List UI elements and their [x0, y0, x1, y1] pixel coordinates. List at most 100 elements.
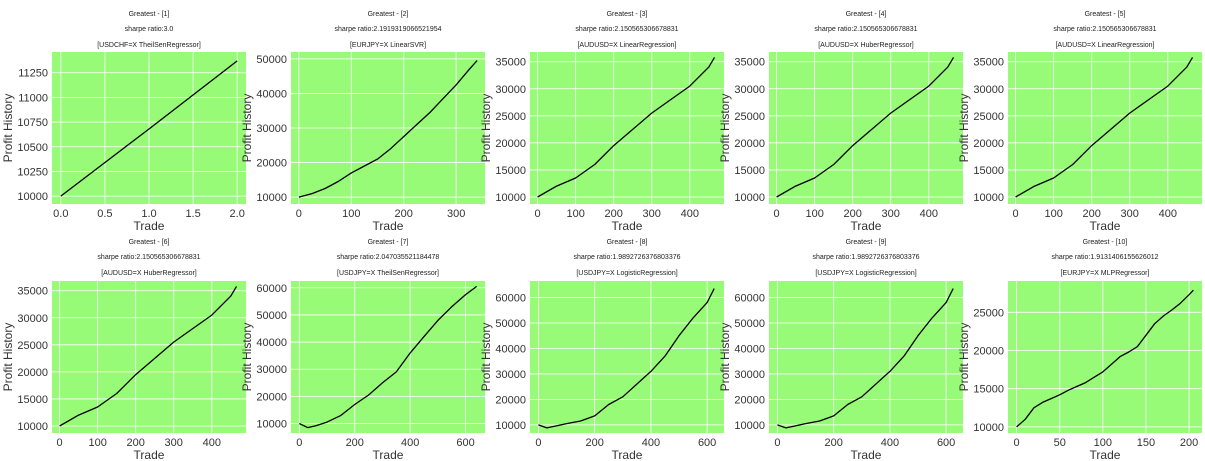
y-tick-label: 60000: [256, 283, 287, 295]
y-tick-label: 20000: [17, 367, 48, 379]
y-tick-label: 10000: [734, 192, 765, 204]
x-tick-label: 400: [1159, 208, 1177, 220]
subplot-title: Greatest - [6]: [129, 239, 170, 246]
subplot-sharpe-ratio: sharpe ratio:3.0: [125, 26, 174, 33]
y-tick-label: 10000: [17, 421, 48, 433]
plot-area: [1008, 281, 1202, 433]
subplot-5: Greatest - [5] sharpe ratio:2.15056530667…: [957, 11, 1202, 233]
profit-history-line: [299, 285, 478, 429]
y-tick-label: 25000: [17, 340, 48, 352]
y-tick-label: 50000: [256, 54, 287, 66]
x-tick-label: 100: [805, 208, 823, 220]
subplot-sharpe-ratio: sharpe ratio:1.9892726376803376: [812, 254, 919, 261]
subplot-sharpe-ratio: sharpe ratio:2.150565306678831: [814, 26, 917, 33]
y-tick-label: 25000: [973, 307, 1004, 319]
y-tick-label: 60000: [734, 293, 765, 305]
y-tick-label: 10000: [495, 420, 526, 432]
profit-history-line: [777, 288, 954, 429]
y-tick-label: 20000: [256, 158, 287, 170]
profit-history-line: [776, 57, 955, 198]
x-tick-label: 150: [1137, 437, 1155, 449]
x-tick-label: 200: [395, 208, 413, 220]
y-tick-label: 30000: [495, 84, 526, 96]
x-tick-label: 300: [882, 208, 900, 220]
x-tick-label: 100: [1094, 437, 1112, 449]
y-axis-label: Profit History: [1, 323, 15, 392]
x-axis-label: Trade: [373, 448, 404, 461]
y-tick-label: 40000: [256, 337, 287, 349]
x-tick-label: 1.5: [185, 208, 200, 220]
subplot-model-label: [EURJPY=X MLPRegressor]: [1061, 270, 1150, 277]
plot-area: [1008, 52, 1202, 204]
x-tick-label: 400: [401, 437, 419, 449]
subplot-3: Greatest - [3] sharpe ratio:2.15056530667…: [479, 11, 724, 233]
y-tick-label: 40000: [734, 343, 765, 355]
y-tick-label: 10250: [17, 166, 48, 178]
y-tick-label: 35000: [495, 57, 526, 69]
plot-area: [530, 281, 724, 433]
y-tick-label: 10500: [17, 142, 48, 154]
x-tick-label: 400: [203, 437, 221, 449]
x-tick-label: 300: [165, 437, 183, 449]
subplot-title: Greatest - [5]: [1085, 11, 1126, 18]
y-tick-label: 35000: [973, 57, 1004, 69]
y-tick-label: 15000: [17, 394, 48, 406]
x-tick-label: 200: [1083, 208, 1101, 220]
y-tick-label: 20000: [495, 138, 526, 150]
y-tick-label: 20000: [973, 138, 1004, 150]
subplot-sharpe-ratio: sharpe ratio:2.150565306678831: [97, 254, 200, 261]
x-tick-label: 200: [1180, 437, 1198, 449]
y-tick-label: 15000: [495, 165, 526, 177]
x-tick-label: 0.0: [53, 208, 68, 220]
subplot-model-label: [USDCHF=X TheilSenRegressor]: [97, 42, 201, 49]
y-tick-label: 20000: [256, 391, 287, 403]
x-axis-label: Trade: [851, 448, 882, 461]
y-tick-label: 40000: [495, 343, 526, 355]
x-tick-label: 200: [844, 208, 862, 220]
y-axis-label: Profit History: [479, 94, 493, 163]
profit-history-line: [1016, 289, 1194, 428]
x-axis-label: Trade: [612, 219, 643, 233]
subplot-title: Greatest - [10]: [1083, 239, 1128, 246]
x-tick-label: 600: [698, 437, 716, 449]
x-tick-label: 200: [605, 208, 623, 220]
plot-area: [769, 281, 963, 433]
subplot-model-label: [EURJPY=X LinearSVR]: [350, 42, 426, 49]
y-tick-label: 30000: [256, 364, 287, 376]
x-tick-label: 200: [585, 437, 603, 449]
x-tick-label: 0: [535, 437, 541, 449]
subplot-9: Greatest - [9] sharpe ratio:1.98927263768…: [718, 239, 963, 461]
y-tick-label: 50000: [734, 318, 765, 330]
y-tick-label: 25000: [495, 111, 526, 123]
y-tick-label: 30000: [734, 84, 765, 96]
x-axis-label: Trade: [373, 219, 404, 233]
subplot-title: Greatest - [1]: [129, 11, 170, 18]
y-tick-label: 11250: [18, 68, 48, 80]
subplot-7: Greatest - [7] sharpe ratio:2.04703552118…: [240, 239, 485, 461]
x-tick-label: 300: [643, 208, 661, 220]
subplot-title: Greatest - [7]: [368, 239, 409, 246]
y-tick-label: 20000: [495, 394, 526, 406]
y-tick-label: 50000: [495, 318, 526, 330]
subplot-model-label: [USDJPY=X TheilSenRegressor]: [337, 270, 439, 277]
y-tick-label: 20000: [734, 138, 765, 150]
y-axis-label: Profit History: [1, 94, 15, 163]
y-tick-label: 10000: [256, 192, 287, 204]
x-tick-label: 100: [88, 437, 106, 449]
x-axis-label: Trade: [1090, 448, 1121, 461]
plot-area: [769, 52, 963, 204]
subplot-sharpe-ratio: sharpe ratio:2.150565306678831: [1053, 26, 1156, 33]
x-tick-label: 100: [566, 208, 584, 220]
y-axis-label: Profit History: [957, 323, 971, 392]
x-axis-label: Trade: [1090, 219, 1121, 233]
profit-history-line: [60, 60, 238, 197]
y-tick-label: 25000: [734, 111, 765, 123]
y-axis-label: Profit History: [718, 94, 732, 163]
x-tick-label: 600: [456, 437, 474, 449]
x-tick-label: 0: [296, 208, 302, 220]
y-tick-label: 10000: [973, 422, 1004, 434]
subplot-model-label: [AUDUSD=X HuberRegressor]: [818, 42, 914, 49]
profit-history-line: [538, 288, 715, 429]
subplot-model-label: [USDJPY=X LogisticRegression]: [576, 270, 677, 277]
